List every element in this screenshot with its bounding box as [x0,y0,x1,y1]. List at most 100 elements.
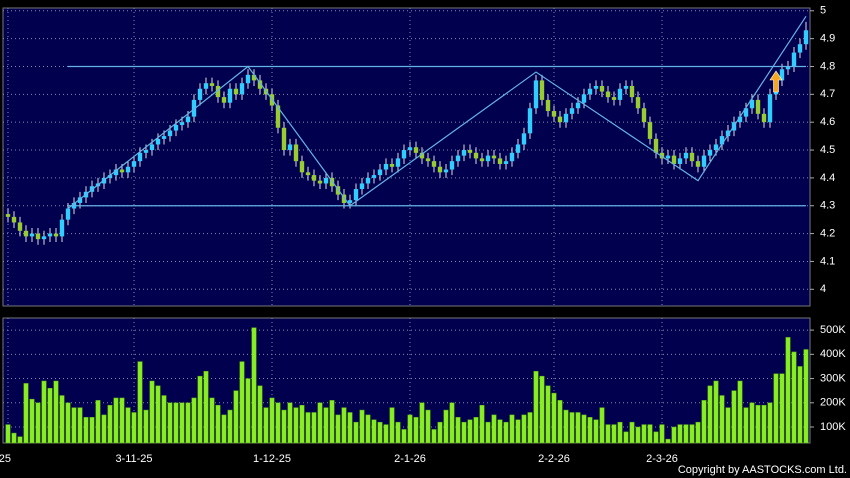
candle-body [173,124,179,131]
candle-body [443,169,449,173]
candle-body [533,80,539,109]
candle-body [359,183,365,190]
candle-body [545,99,551,112]
candle-body [353,189,359,201]
y-tick-label: 4.4 [820,172,835,184]
volume-bar [755,404,761,444]
volume-bar [107,404,113,444]
candle-body [305,172,311,176]
volume-bar [467,419,473,444]
candle-body [761,113,767,123]
volume-bar [359,409,365,444]
y-tick-label: 100K [820,421,846,433]
candle-body [473,152,479,159]
candle-body [365,177,371,184]
volume-bar [791,351,797,444]
volume-bar [167,402,173,444]
volume-bar [137,361,143,444]
candle-body [689,152,695,162]
signal-arrow [769,70,783,93]
volume-bar [131,412,137,444]
x-tick-label: 2-2-26 [538,453,570,465]
volume-bar [341,407,347,444]
volume-bar [299,404,305,444]
volume-bar [263,407,269,444]
candle-body [371,175,377,178]
volume-bar [293,407,299,444]
y-tick-label: 4.2 [820,227,835,239]
candle-body [401,150,407,159]
volume-bar [209,397,215,444]
candle-body [161,136,167,139]
y-tick-label: 400K [820,348,846,360]
volume-bar [221,414,227,444]
volume-bar [155,385,161,444]
candle-body [215,85,221,98]
candle-body [227,88,233,103]
candle-body [125,166,131,173]
volume-bar [443,409,449,444]
candle-body [251,74,257,81]
volume-bar [587,417,593,444]
volume-bar [665,438,671,444]
trend-line [67,16,807,209]
volume-bar [485,421,491,444]
volume-bar [785,337,791,444]
candle-body [383,163,389,170]
volume-bar [629,421,635,444]
candle-body [497,158,503,164]
volume-bar [401,429,407,444]
volume-bar [197,375,203,444]
volume-bar [95,400,101,444]
candle-body [581,94,587,103]
volume-bar [329,400,335,444]
volume-bar [701,400,707,444]
candle-body [671,155,677,164]
volume-bar [371,419,377,444]
candle-body [341,194,347,203]
candle-body [11,216,17,223]
volume-bar [215,404,221,444]
volume-bar [797,366,803,444]
candle-body [275,105,281,128]
volume-bar [59,395,65,444]
volume-bar [17,436,23,444]
volume-bar [437,421,443,444]
y-tick-label: 4.9 [820,33,835,45]
candle-body [749,99,755,109]
volume-bar [335,414,341,444]
candle-body [335,186,341,195]
candle-body [29,233,35,237]
candle-body [569,108,575,114]
candle-body [395,158,401,167]
y-tick-label: 4.6 [820,116,835,128]
volume-bar [161,395,167,444]
volume-bar [29,398,35,444]
candle-body [785,66,791,70]
volume-bar [671,426,677,444]
candle-body [605,91,611,98]
candle-body [767,94,773,123]
candle-body [179,122,185,125]
volume-bar [317,402,323,444]
candle-body [185,116,191,123]
candle-body [323,177,329,184]
y-tick-label: 4.8 [820,60,835,72]
volume-bar [179,402,185,444]
volume-bar [461,421,467,444]
candle-body [257,80,263,89]
candle-body [221,97,227,103]
candle-body [431,161,437,167]
volume-bar [623,431,629,444]
candle-body [299,161,305,173]
volume-bar [713,380,719,444]
candle-body [137,152,143,162]
volume-bar [503,421,509,444]
volume-bar [125,407,131,444]
candle-body [107,175,113,178]
candle-body [113,169,119,176]
candle-body [281,127,287,151]
candle-body [131,161,137,167]
volume-bar [89,417,95,444]
